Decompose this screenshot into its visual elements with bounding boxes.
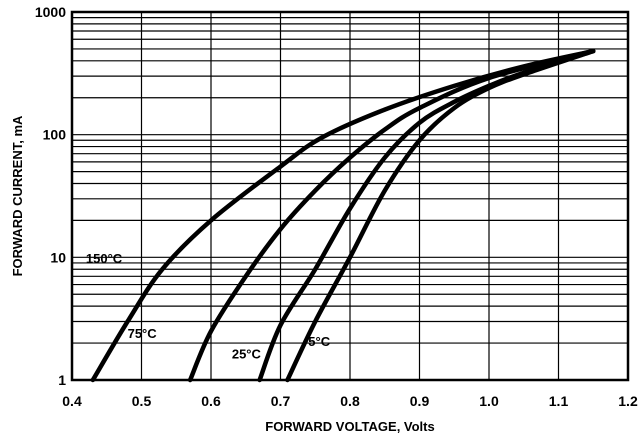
x-tick-label: 0.7	[271, 393, 291, 409]
y-tick-label: 10	[50, 249, 66, 265]
curves	[90, 48, 596, 383]
series-line	[285, 48, 596, 383]
series-label: 25°C	[232, 346, 262, 361]
x-tick-label: 0.9	[410, 393, 430, 409]
x-tick-label: 1.0	[479, 393, 499, 409]
x-tick-label: 0.8	[340, 393, 360, 409]
series-label: 150°C	[86, 251, 123, 266]
series-label: 5°C	[308, 334, 330, 349]
x-tick-label: 0.4	[62, 393, 82, 409]
series-label: 75°C	[128, 326, 158, 341]
series-line	[90, 48, 596, 383]
series-line	[187, 48, 596, 383]
y-axis-label: FORWARD CURRENT, mA	[10, 115, 25, 276]
curve-labels: 150°C 75°C 25°C 5°C	[86, 251, 331, 361]
y-tick-label: 1000	[35, 4, 66, 20]
x-tick-label: 0.6	[201, 393, 221, 409]
x-tick-label: 1.2	[618, 393, 638, 409]
x-axis-label: FORWARD VOLTAGE, Volts	[265, 419, 434, 434]
y-tick-label: 100	[43, 127, 67, 143]
x-tick-label: 1.1	[549, 393, 569, 409]
x-tick-label: 0.5	[132, 393, 152, 409]
plot-frame	[70, 10, 630, 382]
y-tick-label: 1	[58, 372, 66, 388]
tick-labels: 0.4 0.5 0.6 0.7 0.8 0.9 1.0 1.1 1.2 1 10 100 1000	[35, 4, 638, 409]
